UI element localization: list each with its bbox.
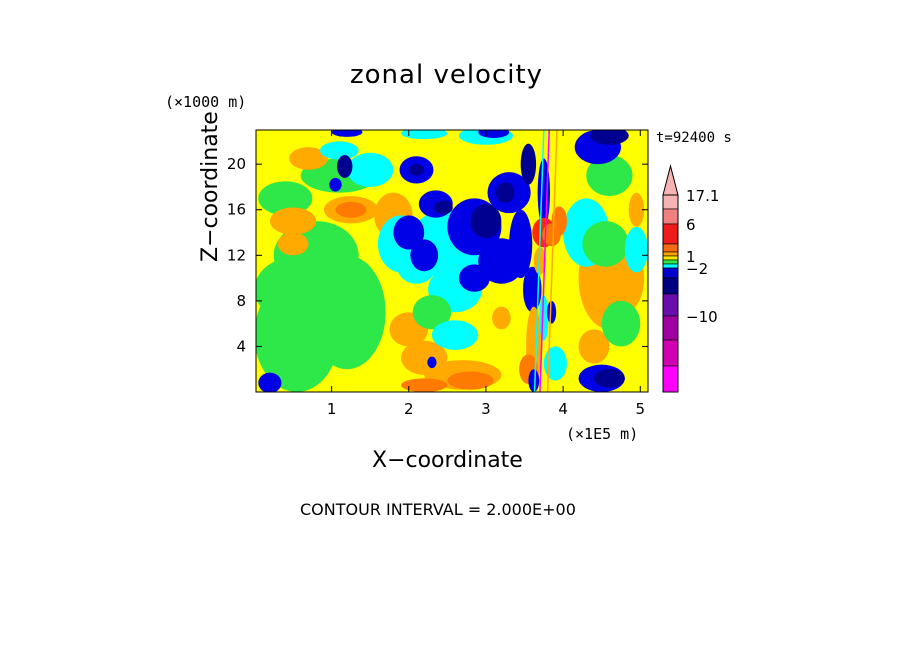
chart-title: zonal velocity: [350, 60, 544, 90]
y-tick-label: 12: [227, 246, 246, 264]
y-tick-label: 16: [227, 201, 246, 219]
field-region: [543, 346, 567, 381]
colorbar-band: [662, 223, 679, 245]
field-region: [337, 155, 353, 178]
colorbar-band: [662, 293, 679, 317]
field-region: [410, 239, 439, 272]
y-tick-label: 20: [227, 155, 246, 173]
field-region: [478, 130, 510, 138]
field-region: [269, 207, 317, 235]
field-region: [522, 266, 542, 313]
field-region: [320, 141, 359, 160]
colorbar-band: [662, 365, 679, 393]
colorbar-band: [662, 263, 679, 269]
colorbar-label: −10: [686, 308, 718, 326]
field-region: [408, 164, 425, 176]
field-region: [586, 155, 633, 197]
x-tick-label: 3: [481, 400, 491, 418]
field-region: [590, 130, 629, 145]
field-region: [401, 378, 448, 392]
field-region: [492, 306, 511, 330]
colorbar-band: [662, 315, 679, 341]
field-region: [258, 181, 313, 216]
x-tick-label: 1: [327, 400, 337, 418]
colorbar-band: [662, 251, 679, 257]
colorbar-label: −2: [686, 260, 708, 278]
field-region: [528, 369, 540, 392]
field-region: [431, 320, 479, 350]
field-region: [520, 143, 537, 185]
contour-interval-label: CONTOUR INTERVAL = 2.000E+00: [300, 500, 576, 519]
y-axis-unit: (×1000 m): [165, 93, 247, 111]
colorbar-band: [662, 194, 679, 210]
y-axis: 4 8 12 16 20: [227, 155, 648, 355]
colorbar-band: [662, 243, 679, 253]
field-region: [427, 356, 437, 369]
field-region: [447, 371, 494, 390]
field-region: [624, 226, 648, 273]
colorbar-arrow: [662, 164, 679, 196]
time-label: t=92400 s: [656, 130, 732, 146]
field-region: [393, 215, 425, 250]
colorbar-band: [662, 277, 679, 295]
field-region: [329, 177, 342, 192]
field-streak: [533, 130, 545, 392]
x-axis-unit: (×1E5 m): [566, 425, 639, 443]
field-region: [256, 255, 348, 324]
field-region: [601, 300, 641, 347]
x-tick-label: 2: [404, 400, 414, 418]
field-streak: [546, 130, 558, 392]
colorbar-band: [662, 208, 679, 225]
x-axis-label: X−coordinate: [372, 448, 523, 473]
x-tick-label: 5: [636, 400, 646, 418]
colorbar-band: [662, 339, 679, 367]
y-tick-label: 8: [236, 292, 246, 310]
field-region: [546, 300, 557, 324]
field-region: [495, 182, 515, 203]
colorbar-frame: [662, 194, 679, 393]
field-region: [412, 295, 452, 330]
colorbar-band: [662, 267, 679, 279]
field-region: [331, 130, 363, 137]
field-region: [289, 147, 328, 170]
field-streak: [539, 130, 550, 392]
field-region: [401, 130, 448, 140]
field-region: [582, 221, 629, 267]
velocity-field: [256, 130, 648, 392]
plot-frame: [255, 129, 649, 393]
y-tick-label: 4: [236, 337, 246, 355]
field-region: [470, 204, 502, 239]
field-region: [533, 247, 547, 275]
colorbar-band: [662, 259, 679, 265]
field-region: [628, 192, 645, 227]
x-axis: 1 2 3 4 5: [327, 130, 645, 418]
field-region: [258, 372, 282, 392]
colorbar: 17.1 6 1−2 −10: [662, 164, 719, 393]
field-region: [277, 232, 309, 256]
field-region: [509, 209, 533, 279]
field-region: [347, 152, 394, 187]
field-region: [458, 264, 490, 292]
colorbar-band: [662, 255, 679, 261]
field-region: [434, 200, 453, 215]
colorbar-label: 6: [686, 216, 696, 234]
field-region: [335, 201, 367, 218]
x-tick-label: 4: [558, 400, 568, 418]
field-region: [593, 369, 625, 388]
colorbar-label: 1: [686, 248, 696, 266]
colorbar-label: 17.1: [686, 187, 719, 205]
field-region: [578, 329, 610, 364]
field-region: [551, 206, 567, 236]
